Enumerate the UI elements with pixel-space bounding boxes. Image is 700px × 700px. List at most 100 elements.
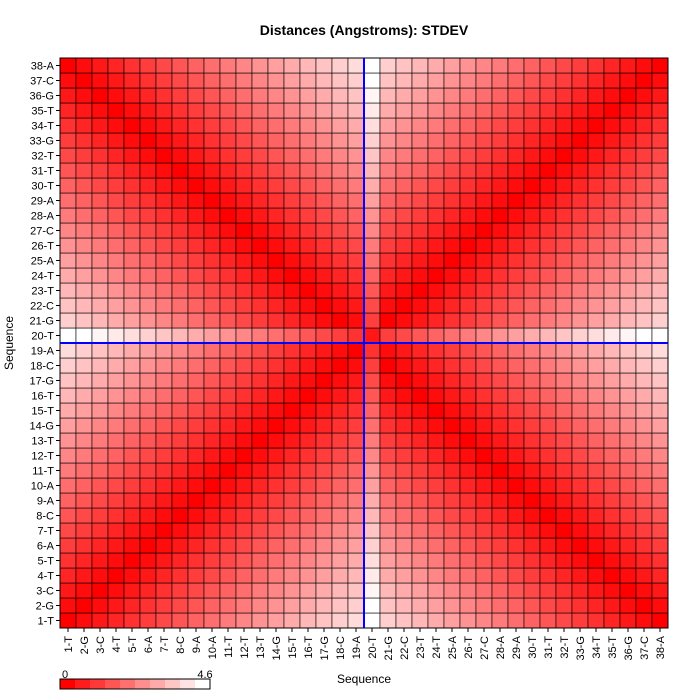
heatmap-cell bbox=[411, 252, 429, 269]
heatmap-cell bbox=[587, 312, 605, 329]
heatmap-cell bbox=[331, 267, 349, 284]
heatmap-cell bbox=[187, 492, 205, 509]
heatmap-cell bbox=[603, 507, 621, 524]
heatmap-cell bbox=[507, 372, 525, 389]
heatmap-cell bbox=[651, 222, 669, 239]
heatmap-cell bbox=[203, 342, 221, 359]
heatmap-cell bbox=[203, 597, 221, 614]
heatmap-cell bbox=[251, 267, 269, 284]
heatmap-cell bbox=[59, 357, 77, 374]
heatmap-cell bbox=[459, 162, 477, 179]
legend-swatch bbox=[90, 679, 106, 689]
y-tick-label: 38-A bbox=[31, 61, 55, 73]
heatmap-cell bbox=[331, 117, 349, 134]
heatmap-cell bbox=[219, 447, 237, 464]
heatmap-cell bbox=[235, 132, 253, 149]
heatmap-cell bbox=[155, 597, 173, 614]
heatmap-cell bbox=[395, 177, 413, 194]
heatmap-cell bbox=[635, 162, 653, 179]
heatmap-cell bbox=[59, 252, 77, 269]
heatmap-cell bbox=[427, 537, 445, 554]
heatmap-cell bbox=[347, 417, 365, 434]
heatmap-cell bbox=[619, 117, 637, 134]
heatmap-cell bbox=[315, 57, 333, 74]
heatmap-cell bbox=[139, 447, 157, 464]
y-tick-label: 15-T bbox=[31, 406, 54, 418]
heatmap-cell bbox=[123, 312, 141, 329]
heatmap-cell bbox=[139, 162, 157, 179]
heatmap-cell bbox=[139, 552, 157, 569]
heatmap-cell bbox=[379, 432, 397, 449]
heatmap-cell bbox=[443, 522, 461, 539]
heatmap-cell bbox=[475, 372, 493, 389]
heatmap-cell bbox=[251, 57, 269, 74]
heatmap-cell bbox=[603, 567, 621, 584]
heatmap-cell bbox=[299, 312, 317, 329]
heatmap-cell bbox=[507, 402, 525, 419]
heatmap-cell bbox=[123, 147, 141, 164]
heatmap-cell bbox=[251, 432, 269, 449]
heatmap-cell bbox=[395, 357, 413, 374]
heatmap-cell bbox=[91, 117, 109, 134]
heatmap-cell bbox=[123, 117, 141, 134]
heatmap-cell bbox=[651, 537, 669, 554]
heatmap-cell bbox=[507, 597, 525, 614]
heatmap-cell bbox=[315, 117, 333, 134]
heatmap-cell bbox=[187, 552, 205, 569]
heatmap-cell bbox=[59, 87, 77, 104]
heatmap-cell bbox=[507, 462, 525, 479]
x-tick-label: 5-T bbox=[127, 636, 139, 653]
heatmap-cell bbox=[187, 312, 205, 329]
heatmap-cell bbox=[235, 117, 253, 134]
heatmap-cell bbox=[475, 582, 493, 599]
heatmap-cell bbox=[619, 147, 637, 164]
heatmap-cell bbox=[171, 237, 189, 254]
heatmap-cell bbox=[331, 162, 349, 179]
heatmap-cell bbox=[347, 402, 365, 419]
heatmap-cell bbox=[395, 552, 413, 569]
heatmap-cell bbox=[651, 417, 669, 434]
heatmap-cell bbox=[651, 402, 669, 419]
heatmap-cell bbox=[171, 462, 189, 479]
heatmap-cell bbox=[59, 102, 77, 119]
legend-swatch bbox=[75, 679, 91, 689]
heatmap-cell bbox=[603, 417, 621, 434]
heatmap-cell bbox=[235, 252, 253, 269]
heatmap-cell bbox=[587, 447, 605, 464]
heatmap-cell bbox=[219, 117, 237, 134]
heatmap-cell bbox=[331, 222, 349, 239]
heatmap-cell bbox=[539, 132, 557, 149]
heatmap-cell bbox=[507, 132, 525, 149]
heatmap-cell bbox=[59, 327, 77, 344]
heatmap-cell bbox=[603, 87, 621, 104]
heatmap-cell bbox=[155, 492, 173, 509]
heatmap-cell bbox=[171, 537, 189, 554]
heatmap-cell bbox=[107, 417, 125, 434]
heatmap-cell bbox=[651, 342, 669, 359]
heatmap-cell bbox=[539, 477, 557, 494]
heatmap-cell bbox=[123, 612, 141, 629]
heatmap-cell bbox=[363, 237, 381, 254]
heatmap-cell bbox=[395, 447, 413, 464]
heatmap-cell bbox=[219, 462, 237, 479]
heatmap-cell bbox=[491, 282, 509, 299]
heatmap-cell bbox=[459, 117, 477, 134]
heatmap-cell bbox=[219, 342, 237, 359]
heatmap-cell bbox=[315, 132, 333, 149]
heatmap-cell bbox=[491, 177, 509, 194]
heatmap-cell bbox=[171, 162, 189, 179]
heatmap-cell bbox=[379, 132, 397, 149]
heatmap-cell bbox=[363, 132, 381, 149]
heatmap-cell bbox=[363, 177, 381, 194]
heatmap-cell bbox=[299, 237, 317, 254]
heatmap-cell bbox=[571, 507, 589, 524]
heatmap-cell bbox=[555, 192, 573, 209]
heatmap-cell bbox=[379, 552, 397, 569]
heatmap-cell bbox=[395, 492, 413, 509]
heatmap-cell bbox=[283, 567, 301, 584]
heatmap-cell bbox=[91, 147, 109, 164]
heatmap-cell bbox=[123, 87, 141, 104]
heatmap-cell bbox=[75, 537, 93, 554]
heatmap-cell bbox=[187, 402, 205, 419]
heatmap-cell bbox=[411, 387, 429, 404]
